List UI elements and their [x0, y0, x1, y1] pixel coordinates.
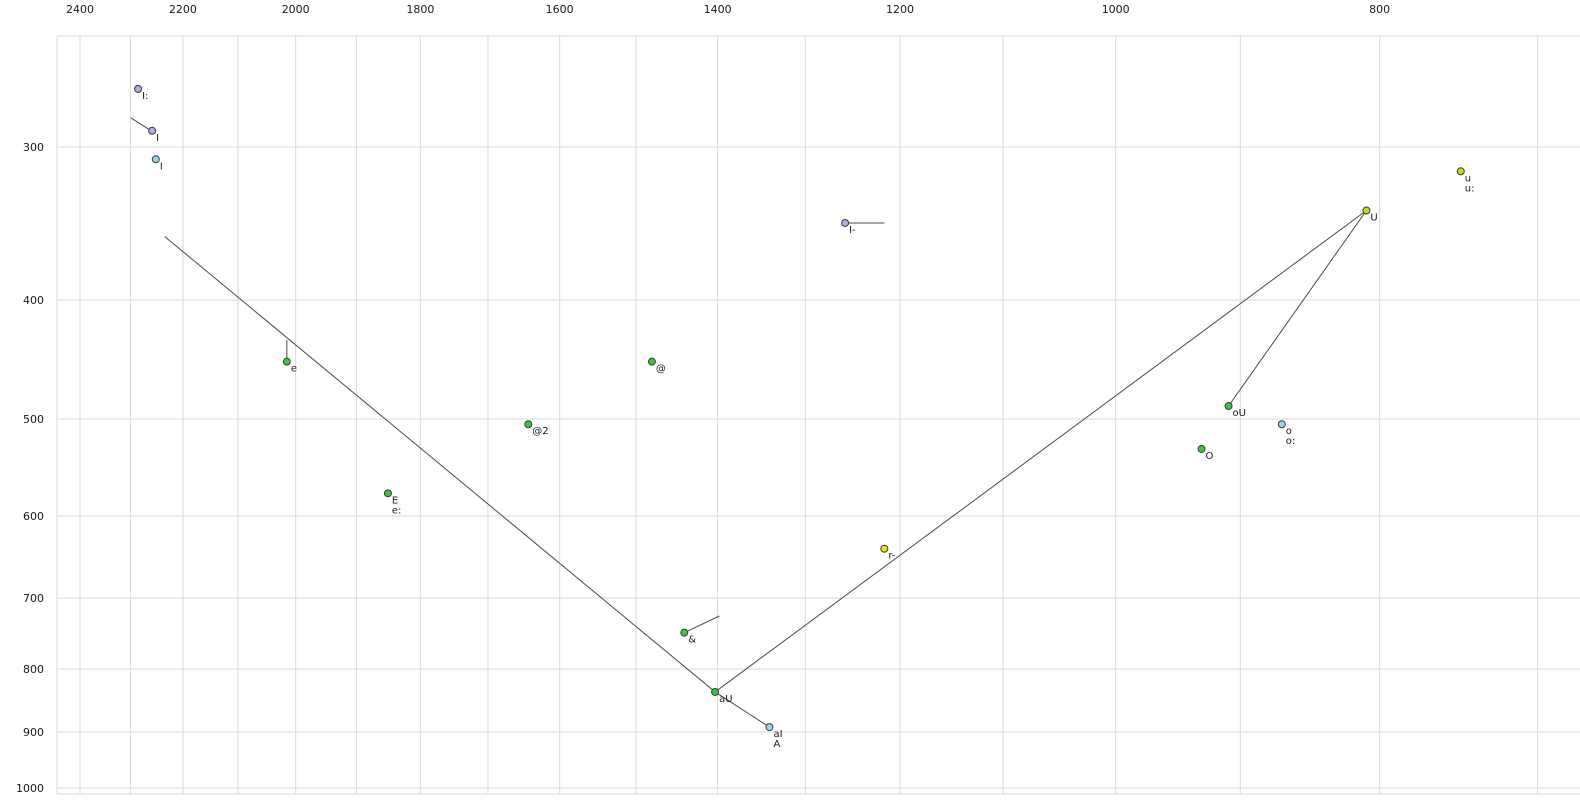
data-point-@2	[524, 420, 533, 429]
data-point-&	[680, 628, 689, 637]
point-label-I: I	[156, 133, 159, 144]
point-label-@: @	[656, 364, 666, 375]
segment-U-to-aU	[714, 210, 1367, 693]
y-axis-tick-label: 500	[23, 413, 44, 426]
data-point-@	[647, 357, 656, 366]
point-label-u:: u:	[1465, 183, 1475, 194]
x-axis-tick-label: 1000	[1102, 3, 1130, 16]
data-point-aU	[711, 687, 720, 696]
y-axis-tick-label: 300	[23, 141, 44, 154]
point-label-u: u	[1465, 173, 1471, 184]
point-label-O: O	[1206, 451, 1214, 462]
data-point-aI	[765, 723, 774, 732]
y-axis-tick-label: 700	[23, 592, 44, 605]
point-label-r-: r-	[888, 551, 895, 562]
point-label-e:: e:	[392, 505, 402, 516]
point-label-I:: I:	[142, 91, 148, 102]
data-point-O	[1197, 444, 1206, 453]
point-label-I: I	[160, 161, 163, 172]
data-point-oU	[1224, 402, 1233, 411]
point-label-U: U	[1370, 212, 1377, 223]
point-label-E: E	[392, 495, 398, 506]
data-point-e	[282, 357, 291, 366]
data-point-I:	[134, 84, 143, 93]
x-axis-tick-label: 1400	[704, 3, 732, 16]
point-label-A: A	[773, 739, 780, 750]
point-label-o: o	[1286, 426, 1292, 437]
data-point-U	[1362, 206, 1371, 215]
data-point-I-	[841, 218, 850, 227]
point-label-o:: o:	[1286, 436, 1296, 447]
y-axis-tick-label: 900	[23, 726, 44, 739]
x-axis-tick-label: 2000	[282, 3, 310, 16]
y-axis-tick-label: 400	[23, 294, 44, 307]
segment-whisker-ampersand	[684, 615, 720, 634]
data-point-I	[148, 126, 157, 135]
y-axis-tick-label: 800	[23, 663, 44, 676]
segment-U-to-oU	[1228, 210, 1367, 407]
y-axis-tick-label: 600	[23, 510, 44, 523]
x-axis-tick-label: 2400	[66, 3, 94, 16]
point-label-@2: @2	[532, 426, 548, 437]
data-point-E	[383, 489, 392, 498]
x-axis-tick-label: 1800	[406, 3, 434, 16]
data-point-u	[1456, 167, 1465, 176]
data-point-r-	[880, 544, 889, 553]
x-axis-tick-label: 800	[1369, 3, 1390, 16]
point-label-I-: I-	[849, 225, 856, 236]
x-axis-tick-label: 1200	[886, 3, 914, 16]
x-axis-tick-label: 1600	[546, 3, 574, 16]
point-label-e: e	[291, 364, 297, 375]
data-point-o	[1277, 420, 1286, 429]
segment-whisker-I	[130, 117, 152, 132]
x-axis-tick-label: 2200	[169, 3, 197, 16]
segment-front-diagonal	[164, 236, 716, 693]
point-label-&: &	[688, 635, 696, 646]
point-label-aU: aU	[719, 694, 732, 705]
point-label-aI: aI	[773, 729, 782, 740]
point-label-oU: oU	[1233, 408, 1246, 419]
y-axis-tick-label: 1000	[16, 782, 44, 795]
segment-aU-to-aI	[714, 691, 770, 728]
data-point-I	[151, 155, 160, 164]
